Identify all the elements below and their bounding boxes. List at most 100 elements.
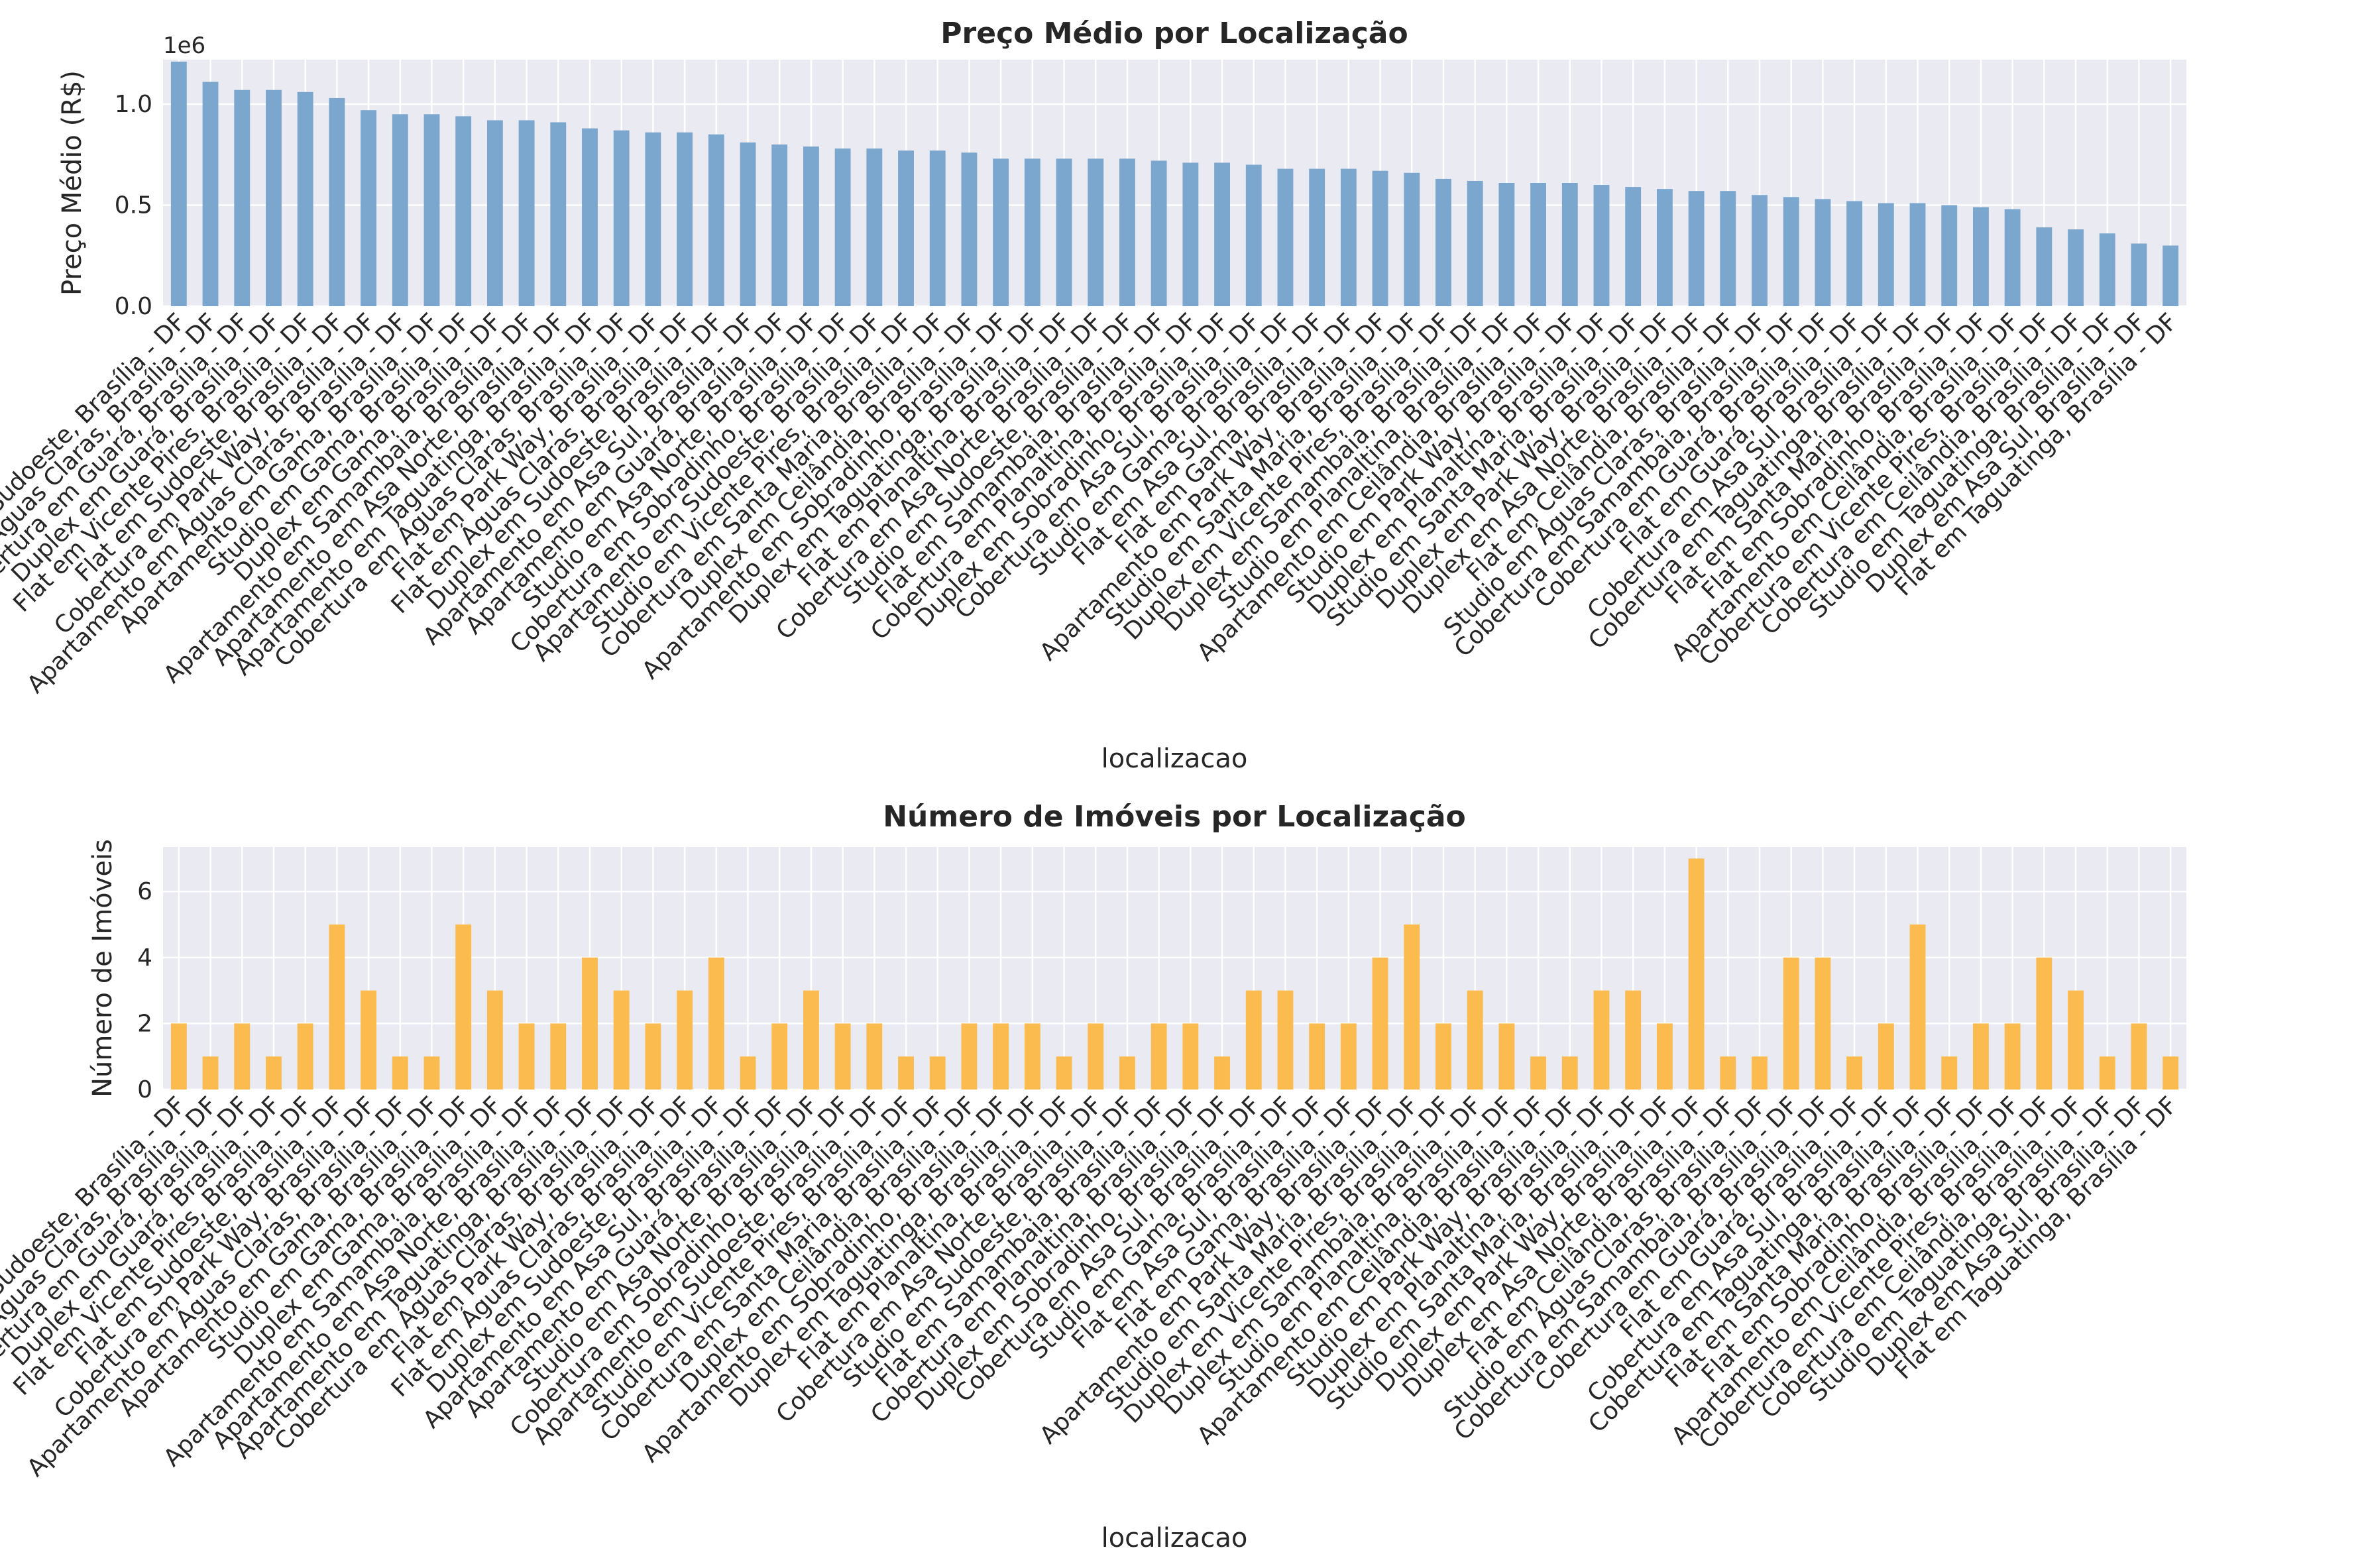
bar [1783,197,1799,306]
bar [1530,1056,1547,1090]
bar [1909,203,1926,306]
bar [1404,172,1420,306]
count-chart-title: Número de Imóveis por Localização [883,800,1466,834]
bar [929,1056,946,1090]
bar [266,89,282,306]
bar [392,1056,408,1090]
bar [2068,990,2084,1090]
bar [2163,1056,2179,1090]
bar [866,1023,883,1090]
bar [1909,924,1926,1090]
price-chart: 0.0 0.5 1.0 Studio em Sudoeste, Brasília -… [0,17,2186,774]
bar [1309,168,1325,306]
bar [1277,168,1294,306]
bar [1941,1056,1958,1090]
count-chart: 0 2 4 6 Studio em Sudoeste, Brasília - DFDu… [0,800,2186,1553]
bar [771,144,788,306]
bar [234,89,251,306]
bar [550,122,567,306]
bar [866,148,883,306]
bar [1056,1056,1072,1090]
bar [2099,1056,2115,1090]
bar [170,62,187,306]
bar [2099,233,2115,306]
bar [1182,1023,1199,1090]
bar [1815,957,1831,1090]
bar [1151,1023,1167,1090]
bar [1340,1023,1357,1090]
bar [1846,1056,1863,1090]
bar [1404,924,1420,1090]
bar [1182,162,1199,306]
bar [1277,990,1294,1090]
price-y-ticks: 0.0 0.5 1.0 [115,91,152,320]
bar [1656,189,1673,306]
bar [1720,191,1736,306]
bar [740,142,756,306]
y-tick-label: 6 [137,878,152,905]
bar [993,1023,1009,1090]
y-tick-label: 0.0 [115,293,152,320]
bar [929,150,946,306]
bar [834,1023,851,1090]
bar [1024,158,1040,306]
bar [1435,178,1451,306]
bar [677,132,693,306]
bar [329,924,345,1090]
bar [645,132,661,306]
bar [486,120,503,306]
bar [1467,180,1483,306]
bar [202,82,219,306]
bar [2163,245,2179,306]
bar [961,152,978,306]
bar [1245,164,1262,306]
bar [1151,160,1167,306]
price-y-axis-label: Preço Médio (R$) [57,70,87,296]
price-x-axis-label: localizacao [1101,744,1248,774]
price-bars [170,62,2179,307]
bar [2004,209,2021,306]
bar [834,148,851,306]
bar [1561,1056,1578,1090]
bar [2004,1023,2021,1090]
bar [1878,203,1894,306]
bar [1625,990,1642,1090]
bar [2036,957,2052,1090]
bar [266,1056,282,1090]
bar [297,91,313,307]
bar [1688,191,1705,306]
bar [1435,1023,1451,1090]
bar [1815,199,1831,306]
bar [455,116,472,306]
bar [1593,990,1610,1090]
bar [677,990,693,1090]
bar [2131,1023,2147,1090]
bar [898,150,914,306]
bar [1498,183,1515,306]
bar [1214,1056,1230,1090]
bar [202,1056,219,1090]
bar [1973,1023,1989,1090]
bar [486,990,503,1090]
bar [645,1023,661,1090]
count-y-ticks: 0 2 4 6 [137,878,152,1103]
bar [1752,1056,1768,1090]
bar [1467,990,1483,1090]
bar [423,114,440,306]
bar [550,1023,567,1090]
bar [2131,243,2147,306]
bar [1846,201,1863,306]
y-tick-label: 0 [137,1076,152,1103]
y-tick-label: 4 [137,944,152,972]
bar [170,1023,187,1090]
bar [993,158,1009,306]
bar [1561,183,1578,306]
bar [708,134,724,306]
bar [1088,1023,1104,1090]
bar [1214,162,1230,306]
bar [1056,158,1072,306]
bar [297,1023,313,1090]
price-y-offset-label: 1e6 [163,32,205,59]
bar [803,990,819,1090]
